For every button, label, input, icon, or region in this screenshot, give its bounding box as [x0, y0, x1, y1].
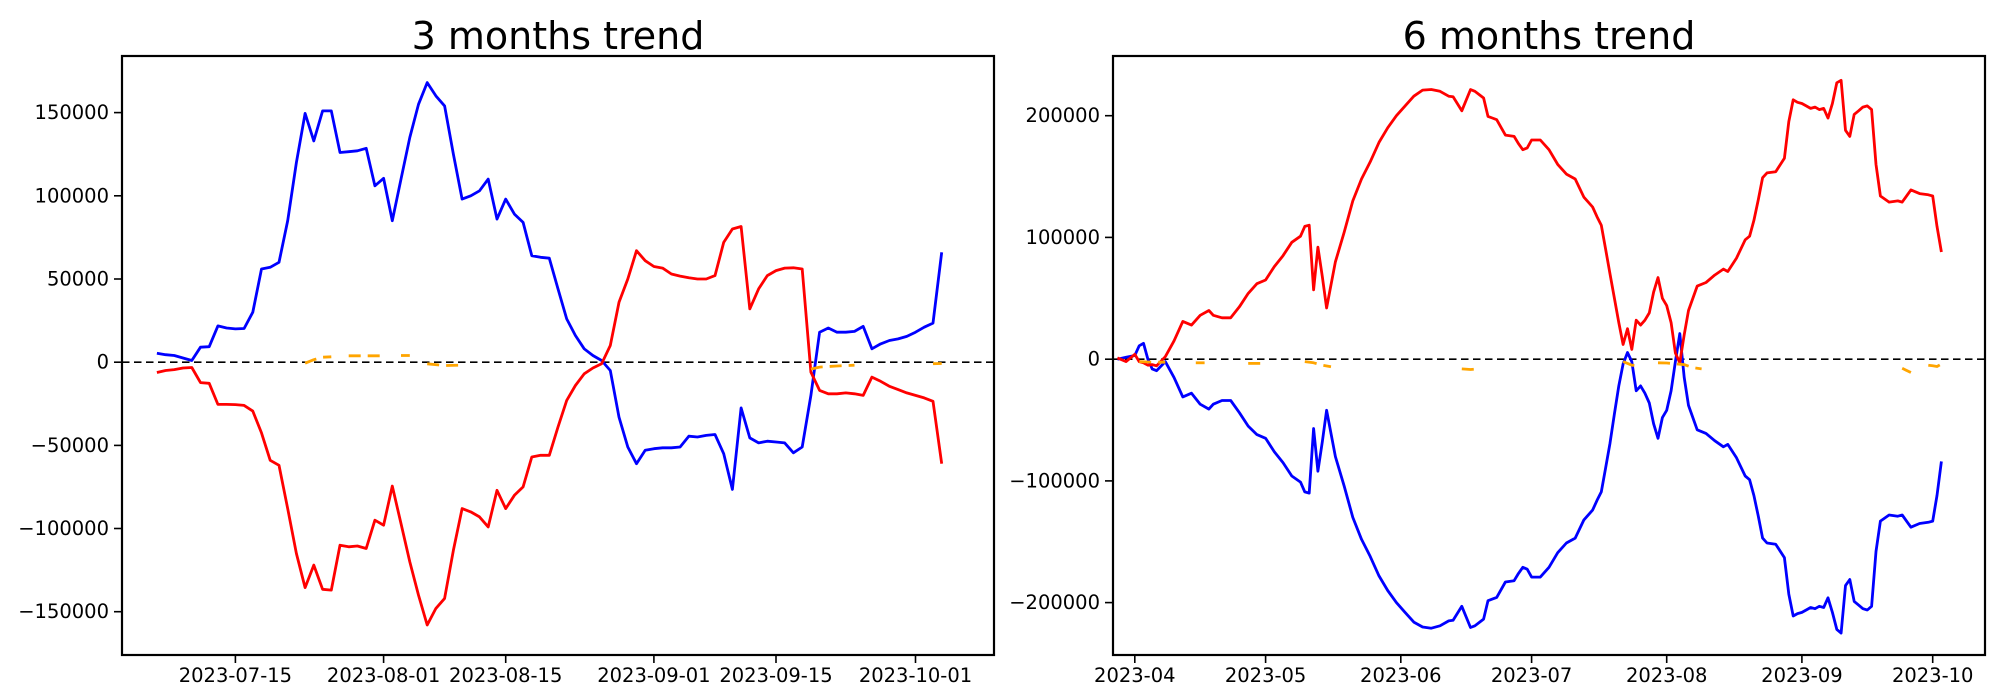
y-tick-label: 100000 — [1026, 226, 1100, 249]
series-orange — [1928, 362, 1943, 368]
x-tick-label: 2023-06 — [1360, 664, 1441, 687]
series-red — [156, 225, 944, 627]
x-tick-label: 2023-09-01 — [597, 664, 710, 687]
y-tick-label: −200000 — [1009, 591, 1100, 614]
y-tick-label: 0 — [97, 351, 109, 374]
x-tick-label: 2023-07 — [1491, 664, 1572, 687]
y-tick-label: 0 — [1088, 348, 1100, 371]
y-tick-label: −100000 — [18, 517, 109, 540]
series-orange — [1622, 360, 1641, 368]
x-tick-label: 2023-10 — [1892, 664, 1973, 687]
series-blue — [1117, 332, 1943, 635]
x-tick-label: 2023-04 — [1094, 664, 1175, 687]
series-orange — [1304, 360, 1332, 369]
x-tick-label: 2023-09-15 — [719, 664, 832, 687]
x-tick-label: 2023-10-01 — [859, 664, 972, 687]
series-orange — [1139, 360, 1166, 364]
x-tick-label: 2023-08-15 — [449, 664, 562, 687]
x-tick-label: 2023-08-01 — [327, 664, 440, 687]
chart-6-months: 200000 100000 0 −100000 −200000 2023-04 2023-0… — [1009, 54, 1987, 687]
chart-title-3-months: 3 months trend — [411, 14, 705, 58]
series-orange — [1461, 367, 1480, 371]
series-orange — [427, 362, 463, 367]
series-orange — [1657, 361, 1702, 371]
y-tick-label: 150000 — [35, 101, 109, 124]
series-orange — [1901, 367, 1912, 374]
y-tick-label: −150000 — [18, 600, 109, 623]
axes-frame — [120, 54, 996, 657]
x-tick-label: 2023-09 — [1761, 664, 1842, 687]
chart-title-6-months: 6 months trend — [1402, 14, 1696, 58]
series-blue — [156, 81, 944, 491]
x-tick-label: 2023-07-15 — [179, 664, 292, 687]
chart-3-months: 150000 100000 50000 0 −50000 −100000 −150000 20… — [18, 54, 996, 687]
y-tick-label: 50000 — [47, 268, 109, 291]
y-tick-label: 200000 — [1026, 104, 1100, 127]
x-tick-label: 2023-08 — [1626, 664, 1707, 687]
series-orange — [810, 363, 855, 371]
axes-frame — [1111, 54, 1987, 657]
y-tick-label: −100000 — [1009, 469, 1100, 492]
x-tick-label: 2023-05 — [1225, 664, 1306, 687]
series-orange — [304, 355, 332, 365]
y-tick-label: −50000 — [31, 434, 109, 457]
y-tick-label: 100000 — [35, 184, 109, 207]
series-red — [1116, 78, 1943, 368]
